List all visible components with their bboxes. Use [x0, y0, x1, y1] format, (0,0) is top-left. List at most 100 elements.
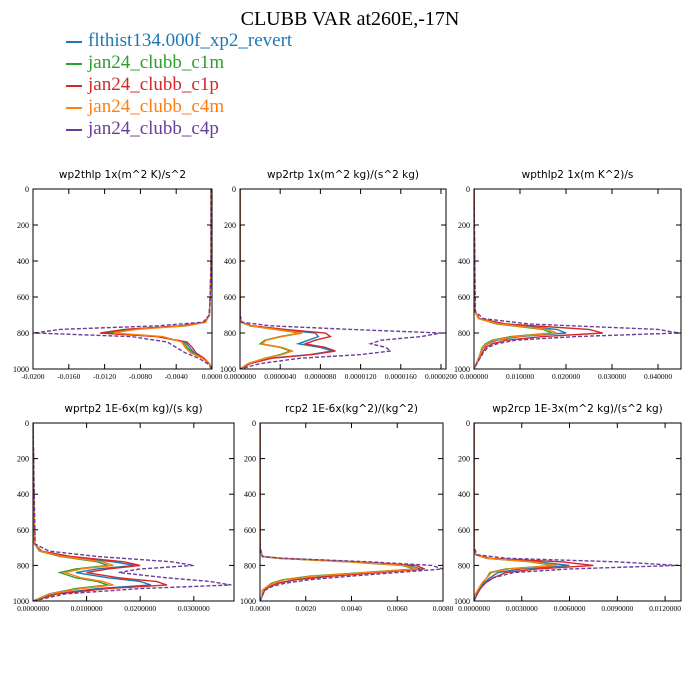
- y-tick-label: 1000: [454, 365, 470, 374]
- legend-label: jan24_clubb_c1m: [88, 52, 225, 73]
- x-tick-label: -0.0040: [165, 372, 188, 381]
- x-tick-label: 0.0000: [202, 372, 223, 381]
- x-tick-label: -0.0080: [129, 372, 152, 381]
- legend-swatch: [66, 40, 82, 43]
- y-tick-label: 200: [458, 221, 470, 230]
- legend-swatch: [66, 84, 82, 87]
- x-tick-label: 0.0060: [387, 604, 408, 613]
- x-tick-label: 0.0000120: [345, 372, 377, 381]
- panel: rcp2 1E-6x(kg^2)/(kg^2) 0 200 400 600 800 1000…: [240, 403, 454, 613]
- legend-label: flthist134.000f_xp2_revert: [88, 30, 293, 51]
- legend-swatch: [66, 128, 82, 131]
- x-tick-label: 0.010000: [506, 372, 534, 381]
- series-line: [33, 423, 114, 601]
- y-tick-label: 200: [224, 221, 236, 230]
- series-line: [474, 189, 679, 369]
- x-tick-label: -0.0200: [21, 372, 44, 381]
- y-tick-label: 800: [458, 329, 470, 338]
- x-tick-label: 0.000000: [460, 372, 488, 381]
- series-line: [108, 189, 212, 369]
- y-tick-label: 600: [244, 526, 256, 535]
- panel: wp2rcp 1E-3x(m^2 kg)/(s^2 kg) 0 200 400 600 8…: [454, 403, 682, 613]
- x-tick-label: 0.020000: [552, 372, 580, 381]
- x-tick-label: 0.040000: [644, 372, 672, 381]
- plot-frame: [473, 188, 682, 370]
- panel-title: wp2rtp 1x(m^2 kg)/(s^2 kg): [267, 169, 419, 181]
- x-tick-label: 0.0020: [295, 604, 316, 613]
- y-tick-label: 0: [466, 419, 470, 428]
- y-tick-label: 800: [244, 561, 256, 570]
- x-tick-label: 0.0000200: [425, 372, 457, 381]
- series-line: [240, 189, 336, 369]
- panel-title: wprtp2 1E-6x(m kg)/(s kg): [64, 403, 202, 415]
- panel: wprtp2 1E-6x(m kg)/(s kg) 0 200 400 600 800 10…: [13, 403, 235, 613]
- series-line: [260, 423, 443, 601]
- panel: wp2thlp 1x(m^2 K)/s^202004006008001000-0…: [13, 169, 223, 381]
- x-tick-label: 0.0120000: [649, 604, 681, 613]
- series-line: [474, 189, 553, 369]
- panel: wpthlp2 1x(m K^2)/s 0 200 400 600 800 10000.00…: [454, 169, 682, 381]
- legend-label: jan24_clubb_c4m: [88, 96, 225, 117]
- x-tick-label: 0.030000: [598, 372, 626, 381]
- legend-swatch: [66, 62, 82, 65]
- series-line: [474, 423, 678, 601]
- legend-item: jan24_clubb_c1m: [66, 52, 292, 74]
- plot-frame: [473, 422, 682, 602]
- plot-frame: [32, 422, 235, 602]
- series-line: [240, 189, 303, 369]
- x-tick-label: 0.0000040: [264, 372, 296, 381]
- x-tick-label: 0.0000: [250, 604, 271, 613]
- y-tick-label: 400: [458, 257, 470, 266]
- x-tick-label: 0.0100000: [71, 604, 103, 613]
- x-tick-label: 0.0000000: [224, 372, 256, 381]
- series-line: [240, 189, 442, 369]
- series-line: [240, 189, 333, 369]
- series-line: [34, 189, 212, 369]
- panel-title: wp2thlp 1x(m^2 K)/s^2: [59, 169, 186, 181]
- panel-title: wpthlp2 1x(m K^2)/s: [522, 169, 634, 181]
- y-tick-label: 1000: [240, 597, 256, 606]
- y-tick-label: 0: [232, 185, 236, 194]
- legend-item: flthist134.000f_xp2_revert: [66, 30, 292, 52]
- y-tick-label: 1000: [454, 597, 470, 606]
- legend-swatch: [66, 106, 82, 109]
- legend: flthist134.000f_xp2_revert jan24_clubb_c…: [66, 30, 292, 140]
- y-tick-label: 1000: [13, 365, 29, 374]
- x-tick-label: 0.0000000: [17, 604, 49, 613]
- y-tick-label: 800: [17, 329, 29, 338]
- y-tick-label: 400: [458, 490, 470, 499]
- y-tick-label: 1000: [220, 365, 236, 374]
- series-line: [474, 423, 594, 601]
- y-tick-label: 400: [224, 257, 236, 266]
- page-title: CLUBB VAR at260E,-17N: [240, 8, 460, 30]
- series-line: [33, 423, 168, 601]
- series-line: [104, 189, 212, 369]
- x-tick-label: 0.0040: [341, 604, 362, 613]
- y-tick-label: 200: [17, 221, 29, 230]
- y-tick-label: 0: [25, 419, 29, 428]
- legend-item: jan24_clubb_c1p: [66, 74, 292, 96]
- x-tick-label: -0.0120: [93, 372, 116, 381]
- plot-frame: [32, 188, 213, 370]
- y-tick-label: 0: [466, 185, 470, 194]
- panel-title: rcp2 1E-6x(kg^2)/(kg^2): [285, 403, 418, 415]
- series-line: [474, 423, 554, 601]
- series-line: [474, 423, 557, 601]
- series-line: [260, 423, 419, 601]
- panel: wp2rtp 1x(m^2 kg)/(s^2 kg) 0 200 400 600 800 1…: [220, 169, 457, 381]
- y-tick-label: 200: [458, 455, 470, 464]
- y-tick-label: 400: [17, 490, 29, 499]
- y-tick-label: 0: [252, 419, 256, 428]
- y-tick-label: 600: [17, 526, 29, 535]
- y-tick-label: 800: [17, 561, 29, 570]
- y-tick-label: 1000: [13, 597, 29, 606]
- series-line: [100, 189, 212, 369]
- x-tick-label: 0.0300000: [178, 604, 210, 613]
- legend-item: jan24_clubb_c4p: [66, 118, 292, 140]
- y-tick-label: 800: [458, 561, 470, 570]
- x-tick-label: -0.0160: [57, 372, 80, 381]
- plot-frame: [239, 188, 447, 370]
- x-tick-label: 0.0030000: [506, 604, 538, 613]
- y-tick-label: 800: [224, 329, 236, 338]
